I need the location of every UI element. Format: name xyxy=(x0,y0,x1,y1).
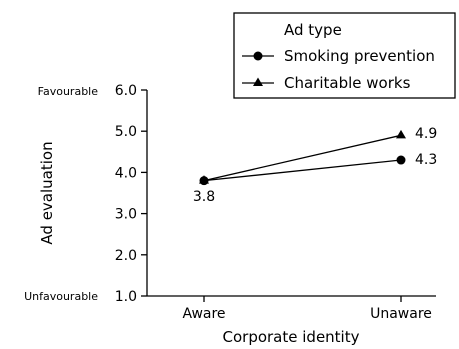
y-tick-label: 5.0 xyxy=(115,124,137,140)
legend-label-smoking: Smoking prevention xyxy=(284,47,435,65)
legend-title: Ad type xyxy=(284,21,342,39)
series-line-charitable-works xyxy=(203,134,402,182)
y-tick-label: 6.0 xyxy=(115,83,137,99)
legend-triangle-icon xyxy=(253,77,263,86)
legend-label-charitable: Charitable works xyxy=(284,74,411,92)
y-bottom-label: Unfavourable xyxy=(24,290,98,303)
y-tick-label: 4.0 xyxy=(115,165,137,181)
legend-circle-icon xyxy=(253,51,263,61)
point-smoking-prevention-unaware xyxy=(396,155,406,165)
series-line-smoking-prevention xyxy=(203,159,402,182)
annotation-aware-value: 3.8 xyxy=(193,189,215,205)
annotation-smoking-unaware-value: 4.3 xyxy=(415,152,437,168)
y-tick-label: 1.0 xyxy=(115,289,137,305)
legend: Ad type Smoking prevention Charitable wo… xyxy=(233,12,456,99)
annotation-charitable-unaware-value: 4.9 xyxy=(415,126,437,142)
x-tick-label: Unaware xyxy=(370,306,432,322)
y-axis-label: Ad evaluation xyxy=(38,141,56,244)
x-ticks: Aware Unaware xyxy=(182,296,432,322)
x-tick-label: Aware xyxy=(182,306,225,322)
point-charitable-works-unaware xyxy=(396,129,406,139)
y-top-label: Favourable xyxy=(38,85,99,98)
series-group xyxy=(199,129,406,186)
y-tick-label: 2.0 xyxy=(115,248,137,264)
y-tick-label: 3.0 xyxy=(115,207,137,223)
y-ticks: 1.0 2.0 3.0 4.0 5.0 6.0 xyxy=(115,83,147,305)
x-axis-label: Corporate identity xyxy=(223,328,360,346)
point-charitable-works-aware xyxy=(199,175,209,184)
